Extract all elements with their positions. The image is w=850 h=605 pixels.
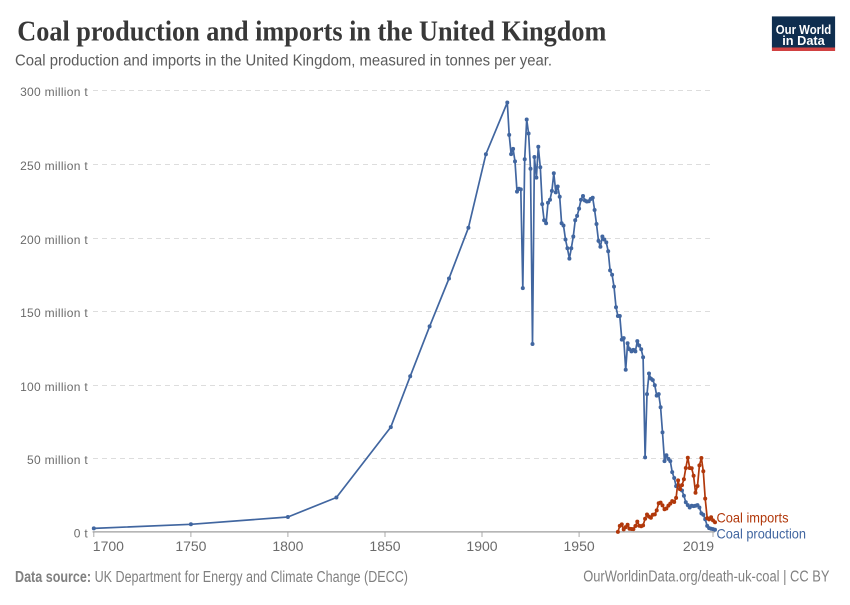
svg-text:150 million t: 150 million t	[20, 306, 88, 320]
svg-text:Coal production: Coal production	[717, 526, 807, 542]
svg-text:Data source: UK Department for: Data source: UK Department for Energy an…	[15, 569, 408, 586]
svg-text:50 million t: 50 million t	[27, 453, 88, 467]
svg-text:Coal imports: Coal imports	[717, 510, 789, 526]
svg-text:Our World: Our World	[776, 22, 832, 37]
svg-text:Coal production and imports in: Coal production and imports in the Unite…	[15, 53, 552, 70]
svg-text:1900: 1900	[466, 538, 497, 554]
svg-text:1850: 1850	[369, 538, 400, 554]
svg-text:1800: 1800	[272, 538, 303, 554]
svg-text:200 million t: 200 million t	[20, 233, 88, 247]
svg-text:300 million t: 300 million t	[20, 85, 88, 99]
svg-text:250 million t: 250 million t	[20, 159, 88, 173]
svg-text:1950: 1950	[564, 538, 595, 554]
svg-text:1700: 1700	[93, 538, 124, 554]
svg-text:in Data: in Data	[782, 33, 825, 48]
svg-text:2019: 2019	[683, 538, 714, 554]
svg-text:1750: 1750	[175, 538, 206, 554]
svg-text:0 t: 0 t	[74, 527, 89, 541]
svg-text:100 million t: 100 million t	[20, 380, 88, 394]
svg-text:Coal production and imports in: Coal production and imports in the Unite…	[17, 16, 606, 48]
svg-text:OurWorldinData.org/death-uk-co: OurWorldinData.org/death-uk-coal | CC BY	[583, 569, 829, 586]
